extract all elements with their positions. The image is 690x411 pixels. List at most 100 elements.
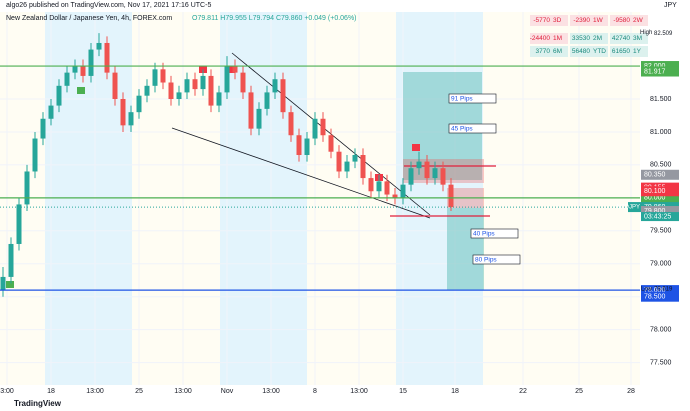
candle-body (96, 42, 102, 50)
perf-cell (530, 15, 568, 26)
perf-value: 3770 (536, 48, 551, 55)
pips-box (448, 123, 497, 134)
candle-body (296, 135, 302, 156)
perf-value: -9580 (613, 17, 630, 24)
candle-body (448, 184, 454, 208)
perf-value: 42740 (612, 35, 630, 42)
pips-labels: 91 Pips 45 Pips 40 Pips 80 Pips (448, 93, 521, 265)
candle-body (416, 161, 422, 169)
candle-body (184, 79, 190, 93)
symbol: New Zealand Dollar / Japanese Yen, 4h, F… (6, 15, 172, 22)
candle-body (144, 85, 150, 96)
perf-period: 2W (633, 17, 644, 24)
y-tick-label: 79.500 (650, 228, 672, 235)
price-tag-label: 82.000 (644, 63, 666, 70)
candle-body (168, 82, 174, 99)
perf-value: -2390 (573, 17, 590, 24)
x-tick-label: Nov (221, 388, 234, 395)
perf-period: 2M (593, 35, 602, 42)
candle-body (264, 92, 270, 109)
price-tag-label: 80.100 (644, 188, 666, 195)
perf-value: 61650 (612, 48, 630, 55)
session-bands (0, 12, 640, 385)
pips-box (448, 93, 497, 104)
perf-value: 33530 (572, 35, 590, 42)
candle-body (224, 66, 230, 93)
candle-body (200, 75, 206, 90)
symbol-tag-bg (628, 202, 641, 213)
candle-body (232, 66, 238, 73)
candle-body (120, 98, 126, 126)
candle-body (376, 181, 382, 192)
candle-body (320, 118, 326, 136)
candle-body (16, 204, 22, 244)
candle-body (136, 95, 142, 113)
candle-body (80, 66, 86, 76)
perf-period: 1M (553, 35, 562, 42)
candle-body (56, 85, 62, 106)
signal-marker (412, 144, 420, 151)
perf-value: -24400 (530, 35, 551, 42)
perf-period: 1Y (633, 48, 642, 55)
candle-body (104, 42, 110, 73)
countdown-bg (641, 212, 679, 222)
price-tag (641, 192, 679, 203)
pips-box (472, 254, 521, 265)
price-tag-label: 78.500 (644, 294, 666, 301)
price-tag (641, 186, 679, 197)
candle-body (40, 118, 46, 139)
pips-box (470, 228, 519, 239)
x-tick-label: 15 (399, 388, 407, 395)
perf-value: 56480 (572, 48, 590, 55)
publisher: algo26 published on TradingView.com, Nov… (6, 2, 211, 9)
candle-body (432, 168, 438, 179)
candle-body (248, 92, 254, 129)
y-tick-label: 77.500 (650, 359, 672, 366)
candle-body (88, 49, 94, 76)
candle-body (0, 276, 6, 291)
x-tick-label: 8 (313, 388, 317, 395)
perf-cell (570, 33, 608, 44)
perf-value: -5770 (533, 17, 550, 24)
ohlc: O79.811 H79.955 L79.794 C79.860 +0.049 (… (192, 15, 357, 22)
candle-body (24, 171, 30, 205)
price-tag-label: 80.350 (644, 172, 666, 179)
candle-body (8, 243, 14, 277)
signal-marker (6, 281, 14, 288)
x-tick-label: 18 (47, 388, 55, 395)
currency: JPY (664, 2, 677, 9)
price-tag (641, 291, 679, 302)
candle-body (64, 72, 70, 86)
performance-table: -5770 3D -2390 1W -9580 2W -24400 1M 33530 2M 4274… (530, 15, 648, 57)
x-tick-label: 13:00 (174, 388, 192, 395)
candle-body (312, 118, 318, 139)
perf-cell (530, 33, 568, 44)
candle-body (392, 194, 398, 198)
price-tag-label: 81.917 (644, 68, 666, 75)
candle-body (360, 155, 366, 179)
candle-body (240, 72, 246, 93)
price-tag (641, 61, 679, 72)
candle-body (192, 79, 198, 90)
candle-body (304, 138, 310, 156)
signal-marker (77, 87, 85, 94)
high-value: 82.509 (654, 31, 673, 37)
perf-period: 1W (593, 17, 604, 24)
pips-label: 91 Pips (451, 95, 473, 102)
pips-label: 45 Pips (451, 125, 473, 132)
x-tick-label: 25 (135, 388, 143, 395)
perf-cell (570, 46, 608, 57)
candle-body (400, 184, 406, 198)
candle-body (368, 178, 374, 192)
perf-cell (570, 15, 608, 26)
candle-body (272, 79, 278, 93)
y-tick-label: 81.000 (650, 129, 672, 136)
perf-cell (610, 15, 648, 26)
x-tick-label: 28 (627, 388, 635, 395)
candle-body (48, 105, 54, 119)
candle-body (288, 112, 294, 136)
candle-body (280, 79, 286, 113)
countdown: 03:43:25 (644, 213, 671, 220)
